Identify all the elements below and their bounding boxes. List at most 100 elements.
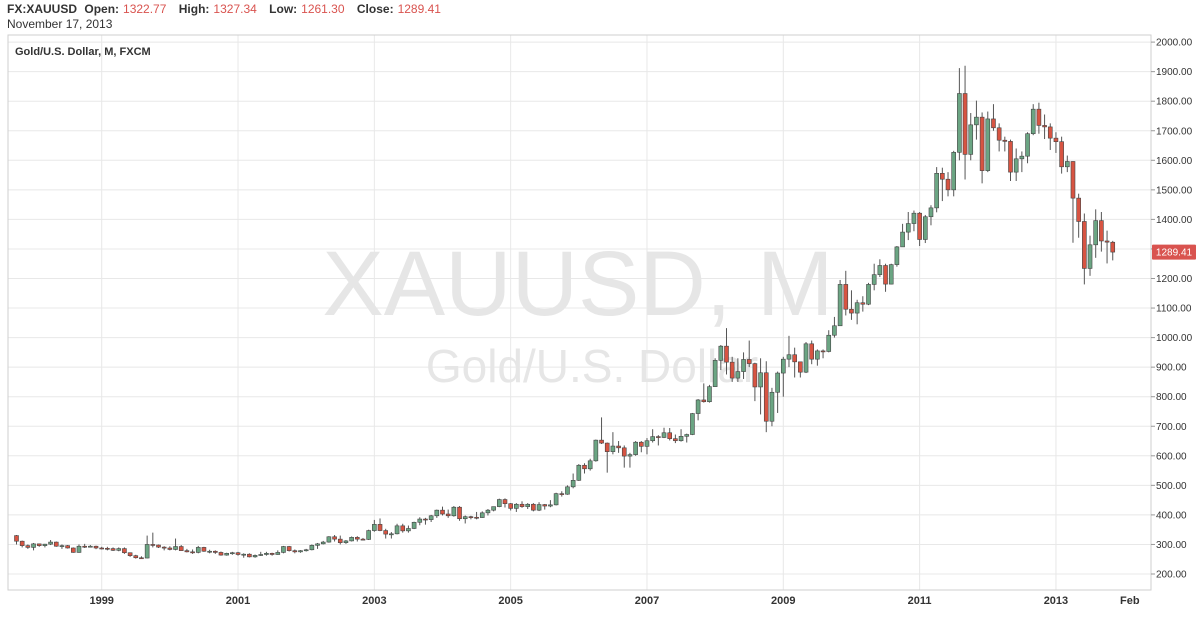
candle xyxy=(786,335,792,368)
candle-body xyxy=(315,543,320,546)
candle-body xyxy=(650,436,655,442)
candle xyxy=(769,387,775,427)
candle-body xyxy=(536,504,542,511)
open-value: 1322.77 xyxy=(123,2,167,16)
candle xyxy=(496,498,502,508)
candle-body xyxy=(1019,155,1025,160)
y-tick-label: 400.00 xyxy=(1156,510,1187,521)
candle-body xyxy=(406,528,411,532)
candle-body xyxy=(707,386,712,403)
candle-body xyxy=(332,536,337,540)
candle xyxy=(866,282,871,306)
candle-body xyxy=(525,503,531,507)
candle xyxy=(951,150,957,197)
open-label: Open: xyxy=(84,2,120,16)
candle xyxy=(269,552,275,556)
candle-body xyxy=(366,530,371,540)
candle xyxy=(843,270,849,316)
candle xyxy=(440,506,445,516)
candle xyxy=(650,429,655,443)
candle xyxy=(309,544,315,551)
candle xyxy=(252,554,258,558)
candle-body xyxy=(36,543,42,546)
candle xyxy=(922,214,928,244)
candle-body xyxy=(241,553,246,556)
candle-body xyxy=(184,550,190,553)
candle xyxy=(1110,240,1116,261)
candle-body xyxy=(695,399,701,414)
candle-body xyxy=(866,284,871,305)
candle xyxy=(707,384,712,403)
candle xyxy=(741,352,746,379)
candle-body xyxy=(1093,220,1098,246)
candle-body xyxy=(905,223,911,233)
y-tick-label: 1000.00 xyxy=(1156,333,1193,344)
candle-body xyxy=(485,509,491,514)
candle xyxy=(673,434,678,444)
x-tick-label: 2007 xyxy=(635,595,659,607)
candle xyxy=(968,113,974,161)
candle-body xyxy=(1013,158,1019,173)
candle xyxy=(1104,230,1110,264)
candle xyxy=(479,511,485,518)
candle xyxy=(485,508,491,516)
candle xyxy=(201,546,207,552)
candle xyxy=(354,536,360,542)
candle xyxy=(320,540,326,545)
candle xyxy=(156,544,161,548)
candle xyxy=(883,263,888,292)
ohlc-row: FX:XAUUSD Open: 1322.77 High: 1327.34 Low:… xyxy=(7,2,450,17)
candle-body xyxy=(769,391,775,422)
candle-body xyxy=(582,464,587,470)
candle xyxy=(127,552,133,557)
candle xyxy=(661,427,667,439)
x-tick-label: 2011 xyxy=(908,595,932,607)
candle-body xyxy=(292,550,298,553)
candle xyxy=(281,545,286,554)
candle xyxy=(417,517,423,526)
candle xyxy=(1087,235,1093,276)
candle-body xyxy=(82,545,87,548)
candle xyxy=(224,552,229,556)
candle xyxy=(65,545,70,549)
candle-body xyxy=(798,361,803,373)
candle-body xyxy=(451,506,457,517)
candle xyxy=(780,356,786,397)
candle xyxy=(616,441,621,453)
candle xyxy=(25,544,31,549)
candle-body xyxy=(656,436,661,438)
x-tick-label: 2009 xyxy=(771,595,795,607)
candle-body xyxy=(1110,241,1116,253)
candle-body xyxy=(428,515,434,520)
y-axis[interactable]: 200.00 300.00 400.00 500.00 600.00 700.00 800.… xyxy=(1151,38,1193,581)
x-axis[interactable]: 1999 2001 2003 2005 2007 2009 2011 2013 Feb xyxy=(89,595,1139,607)
candle xyxy=(991,104,996,131)
price-tag-text: 1289.41 xyxy=(1156,248,1193,259)
candle xyxy=(695,399,701,421)
candle xyxy=(343,540,349,544)
candle xyxy=(582,463,587,474)
candle xyxy=(161,546,167,551)
candle xyxy=(945,172,951,197)
candle xyxy=(735,358,741,382)
x-tick-label: 1999 xyxy=(89,595,113,607)
candle xyxy=(213,550,218,554)
candle-body xyxy=(508,503,513,509)
candle xyxy=(587,458,593,471)
y-tick-label: 700.00 xyxy=(1156,422,1187,433)
candle xyxy=(905,212,911,241)
candle-body xyxy=(860,302,866,305)
candle-body xyxy=(247,553,252,558)
candle xyxy=(894,245,900,267)
candle xyxy=(303,548,309,552)
candle xyxy=(656,435,661,446)
candle xyxy=(167,546,173,551)
candle xyxy=(917,212,922,246)
candle-body xyxy=(213,550,218,553)
candle xyxy=(190,549,195,554)
x-tick-label: 2003 xyxy=(362,595,386,607)
symbol-label[interactable]: FX:XAUUSD xyxy=(7,2,78,16)
candle xyxy=(445,509,451,518)
candle-body xyxy=(570,480,576,488)
